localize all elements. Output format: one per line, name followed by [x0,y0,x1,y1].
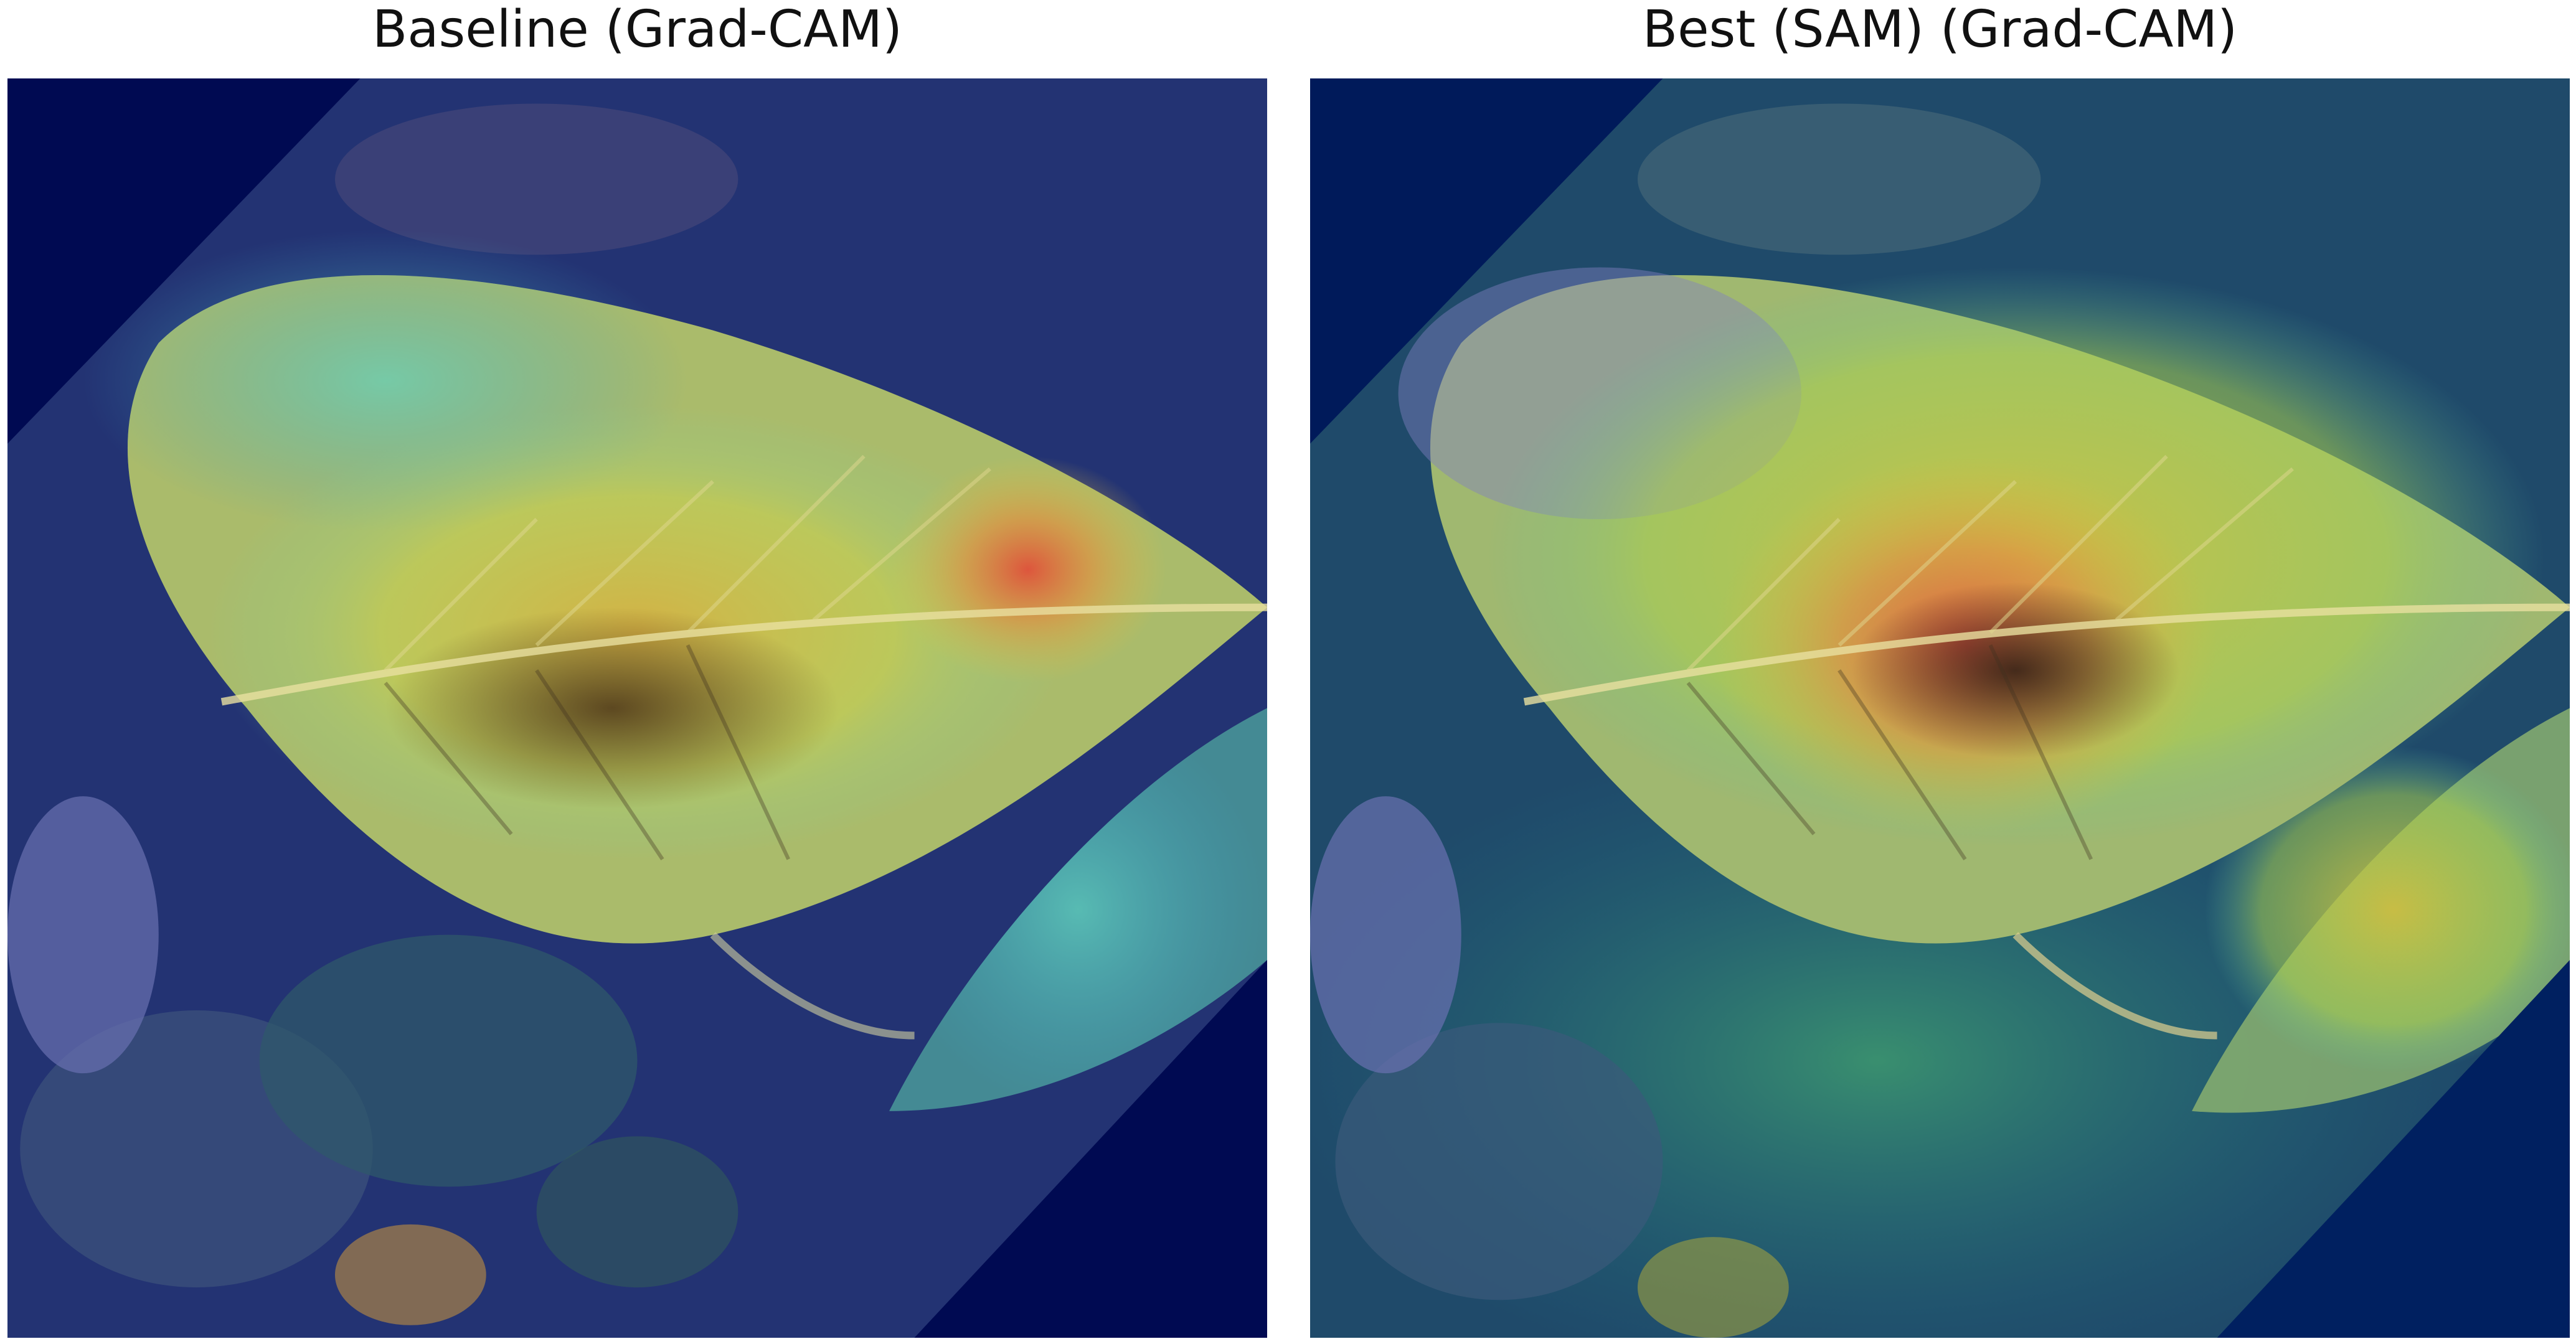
leaf-gradcam-heatmap-icon [7,78,1267,1338]
panel-title-best-sam: Best (SAM) (Grad-CAM) [1642,0,2238,59]
leaf-gradcam-heatmap-icon [1310,78,2570,1338]
panel-title-baseline: Baseline (Grad-CAM) [372,0,902,59]
gradcam-image-best-sam [1310,78,2570,1338]
gradcam-image-baseline [7,78,1267,1338]
